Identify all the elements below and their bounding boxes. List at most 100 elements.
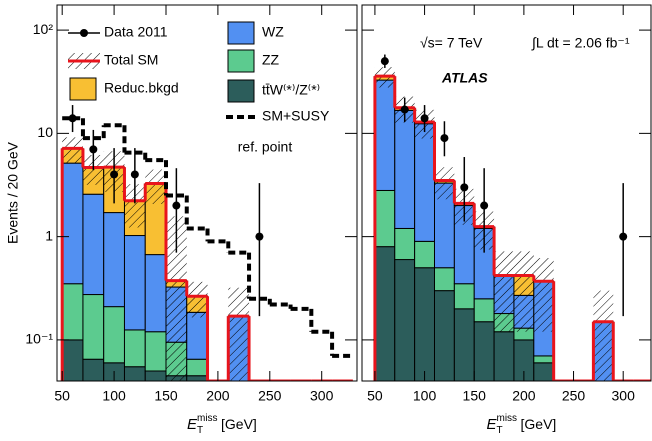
x-tick-label: 300 — [612, 388, 636, 404]
histogram-bar — [61, 339, 84, 381]
data-point — [380, 57, 389, 66]
histogram-bar — [394, 259, 416, 381]
legend-marker — [227, 79, 255, 103]
histogram-bar — [123, 329, 146, 368]
data-point — [255, 232, 264, 241]
x-tick-label: 100 — [413, 388, 437, 404]
x-tick-label: 250 — [258, 388, 282, 404]
uncertainty-band — [124, 184, 146, 228]
uncertainty-band — [533, 258, 554, 332]
uncertainty-band — [593, 290, 614, 381]
annotation: ∫L dt = 2.06 fb⁻¹ — [531, 35, 630, 51]
histogram-bar — [144, 254, 167, 333]
histogram-bar — [533, 355, 555, 364]
histogram-bar — [103, 306, 125, 364]
x-label-superscript: miss — [197, 413, 218, 424]
legend-marker — [227, 21, 255, 45]
histogram-bar — [433, 267, 455, 292]
histogram-bar — [61, 283, 84, 341]
y-tick-label: 10² — [33, 21, 54, 37]
x-tick-label: 150 — [463, 388, 487, 404]
histogram-bar — [186, 375, 209, 381]
histogram-bar — [414, 240, 435, 269]
data-point — [440, 134, 449, 143]
annotation: ref. point — [238, 139, 293, 155]
legend-label: Data 2011 — [104, 24, 168, 40]
histogram-bar — [394, 227, 416, 261]
histogram-bar — [186, 358, 209, 377]
uncertainty-band — [513, 251, 534, 332]
uncertainty-band — [62, 137, 83, 164]
histogram-bar — [493, 331, 515, 381]
x-tick-label: 200 — [512, 388, 536, 404]
x-tick-label: 100 — [102, 388, 126, 404]
annotation: ATLAS — [441, 70, 488, 86]
x-label-symbol: E — [187, 416, 198, 433]
x-label-subscript: T — [497, 425, 503, 436]
histogram-bar — [374, 246, 396, 381]
histogram-bar — [414, 123, 435, 242]
uncertainty-band — [186, 281, 208, 318]
plot-frame — [56, 4, 358, 382]
uncertainty-band — [434, 167, 455, 200]
data-point — [619, 232, 628, 241]
data-point — [89, 145, 98, 154]
histogram-bar — [144, 331, 167, 372]
x-axis-label: ETmiss [GeV] — [187, 413, 257, 436]
data-point — [480, 201, 489, 210]
data-point — [172, 201, 181, 210]
legend-label: Total SM — [104, 52, 158, 68]
x-tick-label: 300 — [310, 388, 334, 404]
y-tick-label: 10 — [37, 124, 53, 140]
legend-marker — [80, 29, 88, 37]
legend-marker — [227, 49, 255, 73]
data-point — [110, 170, 119, 179]
plot-area — [60, 105, 353, 381]
uncertainty-band — [228, 287, 250, 381]
histogram-bar — [144, 370, 167, 381]
histogram-bar — [453, 308, 475, 381]
y-tick-label: 10⁻¹ — [25, 331, 53, 347]
y-axis-label: Events / 20 GeV — [5, 141, 21, 244]
histogram-bar — [473, 321, 495, 381]
x-label-unit: [GeV] — [221, 416, 257, 432]
data-point — [68, 114, 77, 123]
x-label-symbol: E — [487, 416, 498, 433]
legend-label: WZ — [262, 24, 284, 40]
histogram-bar — [103, 212, 125, 308]
histogram-bar — [82, 294, 105, 360]
uncertainty-band — [165, 216, 187, 381]
legend-label: Reduc.bkgd — [104, 80, 179, 96]
plot-area — [373, 54, 651, 381]
x-label-superscript: miss — [497, 413, 518, 424]
data-point — [130, 170, 139, 179]
data-point — [400, 105, 409, 114]
data-point — [460, 183, 469, 192]
x-tick-label: 50 — [367, 388, 383, 404]
histogram-bar — [123, 366, 146, 381]
histogram-bar — [394, 109, 416, 229]
x-tick-label: 50 — [54, 388, 70, 404]
x-tick-label: 250 — [562, 388, 586, 404]
x-axis-label: ETmiss [GeV] — [487, 413, 557, 436]
legend-marker — [69, 77, 97, 101]
histogram-bar — [374, 79, 396, 191]
plot-frame — [361, 4, 652, 382]
legend-label: ZZ — [262, 52, 280, 68]
data-point — [420, 114, 429, 123]
legend-label: tt̄W⁽*⁾/Z⁽*⁾ — [262, 82, 320, 98]
legend-label: SM+SUSY — [262, 108, 330, 124]
histogram-bar — [374, 189, 396, 248]
histogram-bar — [473, 298, 495, 323]
histogram-bar — [186, 311, 209, 360]
histogram-bar — [82, 193, 105, 296]
histogram-bar — [414, 267, 435, 381]
x-label-subscript: T — [197, 425, 203, 436]
uncertainty-band — [494, 251, 514, 332]
histogram-bar — [453, 283, 475, 310]
histogram-bar — [123, 235, 146, 331]
x-tick-label: 200 — [206, 388, 230, 404]
histogram-bar — [533, 362, 555, 381]
histogram-bar — [61, 162, 84, 285]
